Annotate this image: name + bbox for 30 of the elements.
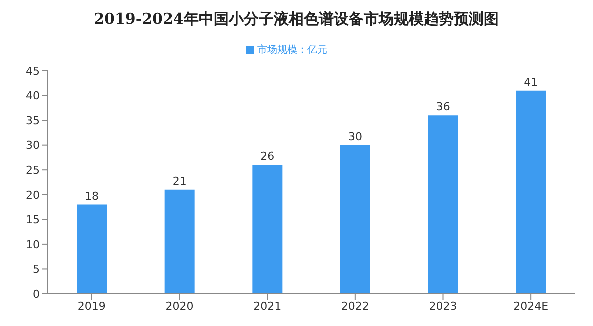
y-tick-label: 35 [26, 114, 40, 128]
x-tick-label: 2024E [514, 300, 549, 313]
y-tick-label: 5 [33, 263, 40, 276]
bar [77, 204, 107, 294]
bar [164, 190, 195, 294]
y-tick-label: 30 [26, 139, 40, 152]
y-tick-label: 25 [26, 164, 40, 178]
y-tick-label: 45 [26, 64, 40, 78]
bar [428, 116, 458, 294]
y-tick-label: 0 [33, 288, 40, 301]
y-tick-label: 10 [26, 238, 40, 252]
bar [340, 145, 370, 294]
data-label: 21 [172, 174, 187, 188]
x-tick-label: 2021 [254, 300, 282, 313]
data-label: 36 [436, 100, 450, 114]
y-tick-label: 40 [26, 90, 40, 103]
data-label: 18 [85, 190, 99, 203]
data-label: 30 [348, 130, 362, 144]
data-label: 41 [524, 76, 538, 89]
bar [252, 165, 283, 294]
x-tick-label: 2022 [341, 300, 370, 313]
bar [516, 90, 546, 294]
chart-title: 2019-2024年中国小分子液相色谱设备市场规模趋势预测图 [93, 9, 500, 30]
x-tick-label: 2019 [78, 300, 106, 313]
data-label: 26 [260, 150, 275, 164]
legend-label: 市场规模：亿元 [258, 45, 328, 56]
x-tick-label: 2023 [429, 300, 458, 313]
y-tick-label: 20 [26, 188, 40, 202]
x-tick-label: 2020 [166, 300, 194, 313]
y-tick-label: 15 [26, 214, 40, 227]
